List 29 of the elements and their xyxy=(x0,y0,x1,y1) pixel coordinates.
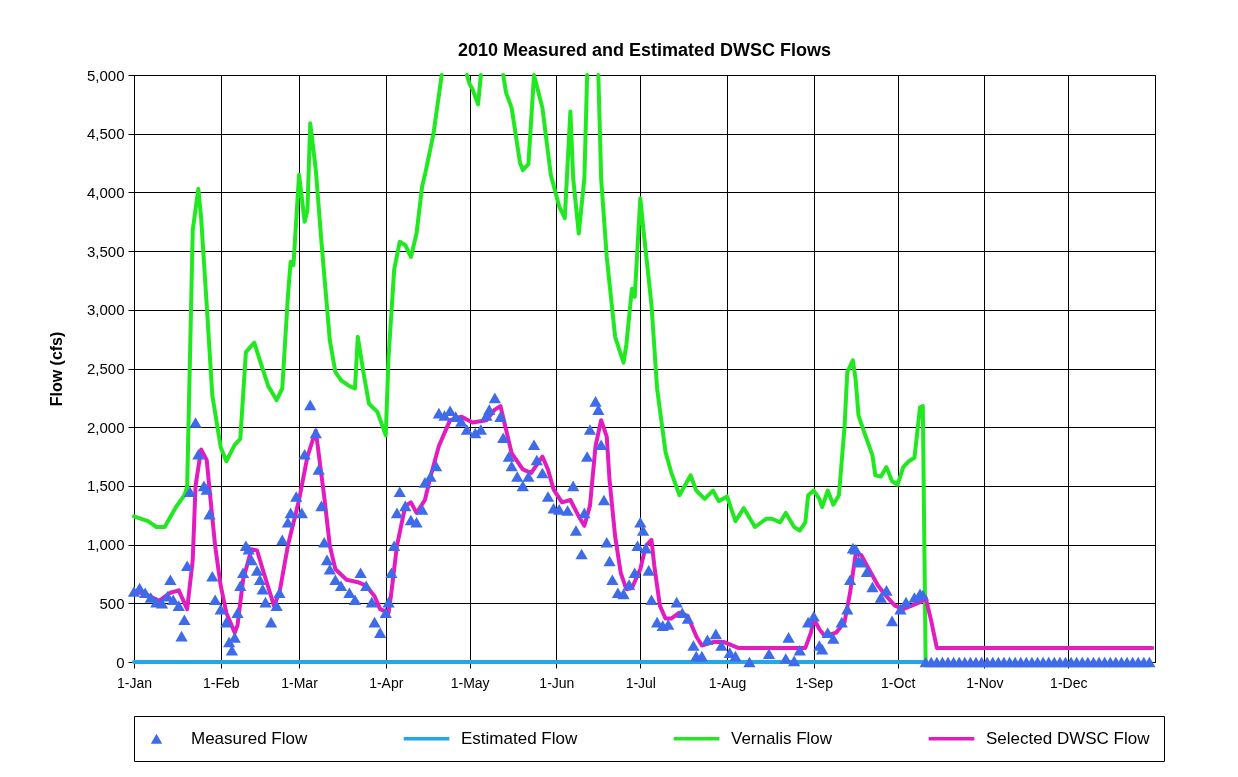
y-tick-label: 2,500 xyxy=(86,360,125,377)
x-tick-label: 1-Apr xyxy=(369,674,404,691)
x-tick-label: 1-Sep xyxy=(795,674,834,691)
y-tick-label: 3,000 xyxy=(86,301,125,319)
legend-label: Measured Flow xyxy=(191,728,308,748)
x-tick-label: 1-Dec xyxy=(1050,674,1088,691)
y-tick-label: 0 xyxy=(116,653,125,671)
y-tick-label: 1,000 xyxy=(86,536,125,554)
y-tick-label: 1,500 xyxy=(86,477,125,495)
y-tick-label: 4,000 xyxy=(86,183,125,201)
x-tick-label: 1-Nov xyxy=(966,674,1004,691)
x-tick-label: 1-Oct xyxy=(881,674,916,691)
y-tick-label: 3,500 xyxy=(86,242,125,260)
x-tick-label: 1-Jan xyxy=(116,674,153,691)
x-tick-label: 1-Aug xyxy=(708,674,747,691)
legend-label: Estimated Flow xyxy=(461,728,578,748)
x-tick-label: 1-Jun xyxy=(539,674,575,691)
y-axis-title: Flow (cfs) xyxy=(47,331,65,407)
x-tick-label: 1-Jul xyxy=(625,674,656,691)
y-tick-label: 2,000 xyxy=(86,418,125,436)
x-tick-label: 1-May xyxy=(450,674,490,691)
chart-title: 2010 Measured and Estimated DWSC Flows xyxy=(457,40,832,60)
legend-label: Selected DWSC Flow xyxy=(986,728,1151,748)
legend-label: Vernalis Flow xyxy=(731,728,833,748)
x-tick-label: 1-Mar xyxy=(281,674,319,691)
y-tick-label: 500 xyxy=(99,594,125,612)
x-tick-label: 1-Feb xyxy=(202,674,240,691)
y-tick-label: 5,000 xyxy=(86,66,125,84)
y-tick-label: 4,500 xyxy=(86,125,125,143)
